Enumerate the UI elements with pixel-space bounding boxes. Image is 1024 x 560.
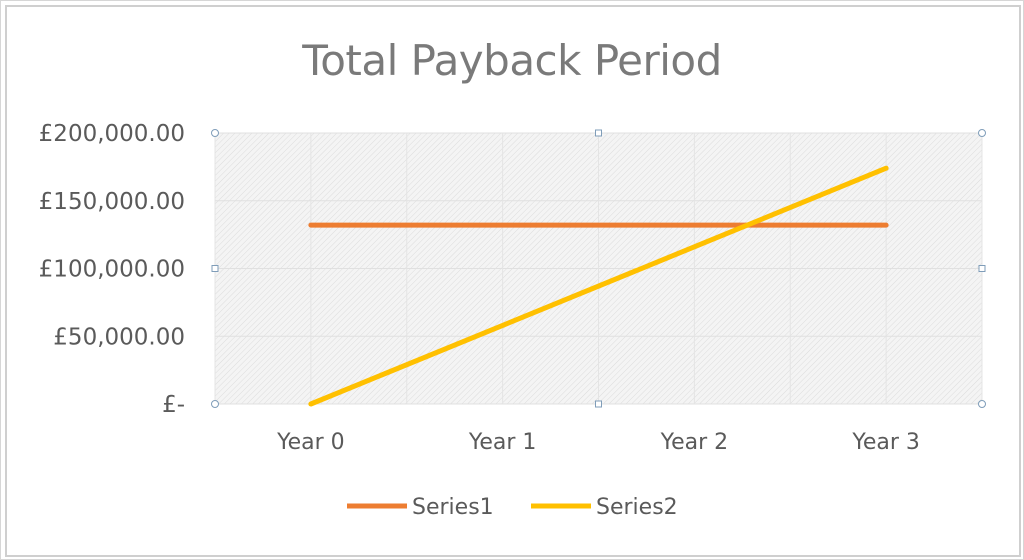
x-tick-label: Year 3 bbox=[851, 430, 920, 455]
x-tick-label: Year 1 bbox=[468, 430, 537, 455]
resize-handle[interactable] bbox=[211, 265, 219, 272]
resize-handle[interactable] bbox=[978, 265, 986, 272]
y-tick-label: £200,000.00 bbox=[39, 121, 185, 147]
x-axis-labels: Year 0 Year 1 Year 2 Year 3 bbox=[276, 430, 920, 455]
x-tick-label: Year 2 bbox=[660, 430, 729, 455]
y-tick-label: £150,000.00 bbox=[39, 189, 185, 215]
resize-handle[interactable] bbox=[211, 129, 219, 137]
y-tick-label: £100,000.00 bbox=[39, 257, 185, 283]
resize-handle[interactable] bbox=[595, 129, 602, 137]
y-axis-labels: £200,000.00 £150,000.00 £100,000.00 £50,000… bbox=[39, 121, 185, 418]
y-tick-label: £- bbox=[162, 392, 185, 418]
resize-handle[interactable] bbox=[595, 400, 602, 408]
series-line-2[interactable] bbox=[308, 165, 889, 407]
selection-handles bbox=[211, 129, 986, 408]
x-tick-label: Year 0 bbox=[276, 430, 345, 455]
legend-label-2: Series2 bbox=[596, 495, 678, 520]
resize-handle[interactable] bbox=[978, 129, 986, 137]
resize-handle[interactable] bbox=[211, 400, 219, 408]
resize-handle[interactable] bbox=[978, 400, 986, 408]
y-tick-label: £50,000.00 bbox=[53, 324, 185, 350]
legend[interactable]: Series1 Series2 bbox=[347, 495, 678, 520]
chart-title: Total Payback Period bbox=[302, 36, 722, 85]
legend-label-1: Series1 bbox=[412, 495, 494, 520]
series-lines bbox=[308, 165, 889, 407]
